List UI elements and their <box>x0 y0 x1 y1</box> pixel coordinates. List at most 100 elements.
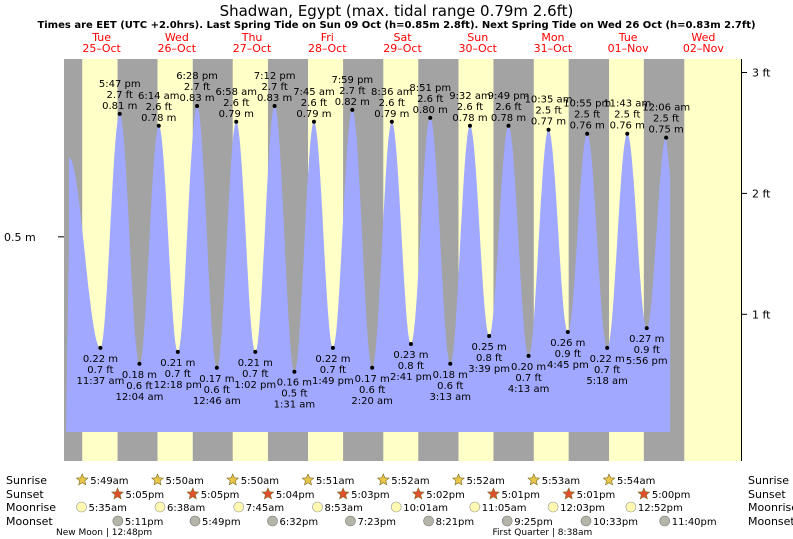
high-tide-point <box>506 123 511 128</box>
high-tide-time: 10:55 pm <box>563 99 611 110</box>
sunrise-icon <box>527 473 541 486</box>
low-tide-point <box>175 349 180 354</box>
low-tide-time: 12:46 am <box>193 396 241 407</box>
moonset-time: 5:11pm <box>125 517 164 528</box>
sunset-time: 5:05pm <box>126 490 165 501</box>
high-tide-feet: 2.5 ft <box>535 106 561 117</box>
high-tide-metres: 0.81 m <box>102 101 137 112</box>
low-tide-metres: 0.18 m <box>433 370 468 381</box>
high-tide-metres: 0.79 m <box>374 109 409 120</box>
moonset-time: 8:21pm <box>436 517 475 528</box>
high-tide-metres: 0.83 m <box>179 93 214 104</box>
low-tide-point <box>644 326 649 331</box>
sunset-time: 5:02pm <box>426 490 465 501</box>
high-tide-point <box>389 119 394 124</box>
low-tide-metres: 0.18 m <box>122 370 157 381</box>
high-tide-feet: 2.6 ft <box>146 102 172 113</box>
moonset-row-label-right: Moonset <box>748 515 793 528</box>
high-tide-metres: 0.83 m <box>257 93 292 104</box>
low-tide-metres: 0.21 m <box>160 358 195 369</box>
day-label: Sat <box>393 31 412 44</box>
high-tide-feet: 2.6 ft <box>223 98 249 109</box>
high-tide-metres: 0.82 m <box>335 97 370 108</box>
sunset-icon <box>336 487 350 500</box>
low-tide-point <box>98 345 103 350</box>
moonset-time: 6:32pm <box>280 517 319 528</box>
low-tide-metres: 0.25 m <box>472 342 507 353</box>
moonset-icon <box>112 515 124 527</box>
low-tide-feet: 0.6 ft <box>437 381 463 392</box>
low-tide-point <box>487 334 492 339</box>
sunset-icon <box>486 487 500 500</box>
sunrise-time: 5:54am <box>617 476 655 487</box>
low-tide-metres: 0.22 m <box>83 354 118 365</box>
daylight-band <box>684 59 741 461</box>
moonset-icon <box>659 515 671 527</box>
moonset-icon <box>345 515 356 527</box>
high-tide-time: 12:06 am <box>642 103 690 114</box>
low-tide-feet: 0.7 ft <box>320 365 346 376</box>
sunset-icon <box>637 487 651 500</box>
chart-title: Shadwan, Egypt (max. tidal range 0.79m 2… <box>219 2 574 20</box>
low-tide-time: 12:04 am <box>116 392 164 403</box>
high-tide-feet: 2.5 ft <box>574 110 600 121</box>
high-tide-point <box>272 103 277 108</box>
day-label: Mon <box>541 31 564 44</box>
high-tide-time: 9:32 am <box>449 91 491 102</box>
low-tide-point <box>408 341 413 346</box>
low-tide-time: 3:13 am <box>430 392 472 403</box>
high-tide-point <box>350 107 355 112</box>
high-tide-feet: 2.7 ft <box>184 82 210 93</box>
high-tide-point <box>625 131 630 136</box>
high-tide-time: 5:47 pm <box>99 79 141 90</box>
low-tide-feet: 0.7 ft <box>87 365 113 376</box>
moonrise-row-label-right: Moonrise <box>748 501 793 514</box>
low-tide-metres: 0.17 m <box>199 374 234 385</box>
low-tide-feet: 0.7 ft <box>242 369 268 380</box>
low-tide-point <box>370 365 375 370</box>
high-tide-time: 6:58 am <box>216 87 258 98</box>
high-tide-metres: 0.78 m <box>141 113 176 124</box>
moon-phase-label: New Moon | 12:48pm <box>56 528 152 538</box>
high-tide-point <box>234 119 239 124</box>
high-tide-point <box>117 111 122 116</box>
high-tide-point <box>585 131 590 136</box>
date-label: 29–Oct <box>383 42 422 55</box>
sunrise-icon <box>376 473 390 486</box>
high-tide-time: 8:51 pm <box>409 83 451 94</box>
sunrise-icon <box>452 473 465 486</box>
date-label: 02–Nov <box>683 42 724 55</box>
sunset-row-label-left: Sunset <box>6 488 44 501</box>
high-tide-feet: 2.5 ft <box>653 114 679 125</box>
high-tide-feet: 2.6 ft <box>417 94 443 105</box>
sunset-time: 5:03pm <box>351 490 390 501</box>
sunset-icon <box>111 487 124 500</box>
day-label: Fri <box>321 31 334 44</box>
moonrise-time: 6:38am <box>167 503 205 514</box>
sunrise-time: 5:51am <box>316 476 354 487</box>
sunset-time: 5:01pm <box>501 490 540 501</box>
moonrise-icon <box>469 501 481 513</box>
chart-subtitle: Times are EET (UTC +2.0hrs). Last Spring… <box>37 20 756 31</box>
moonrise-icon <box>547 501 559 513</box>
low-tide-feet: 0.9 ft <box>634 345 660 356</box>
low-tide-feet: 0.9 ft <box>555 349 581 360</box>
day-label: Sun <box>467 31 488 44</box>
sunset-icon <box>261 487 275 500</box>
high-tide-feet: 2.7 ft <box>261 82 287 93</box>
sunrise-row-label-right: Sunrise <box>748 474 789 487</box>
moonset-time: 5:49pm <box>202 517 241 528</box>
high-tide-feet: 2.6 ft <box>301 98 327 109</box>
low-tide-feet: 0.7 ft <box>515 373 541 384</box>
date-label: 27–Oct <box>233 42 272 55</box>
low-tide-feet: 0.7 ft <box>165 369 191 380</box>
high-tide-time: 7:45 am <box>293 87 335 98</box>
high-tide-point <box>467 123 472 128</box>
moonset-icon <box>189 515 201 527</box>
sunset-icon <box>411 487 425 500</box>
day-label: Tue <box>91 31 111 44</box>
low-tide-feet: 0.6 ft <box>359 385 385 396</box>
sunrise-icon <box>226 473 240 486</box>
low-tide-feet: 0.5 ft <box>281 389 307 400</box>
low-tide-metres: 0.16 m <box>277 378 312 389</box>
